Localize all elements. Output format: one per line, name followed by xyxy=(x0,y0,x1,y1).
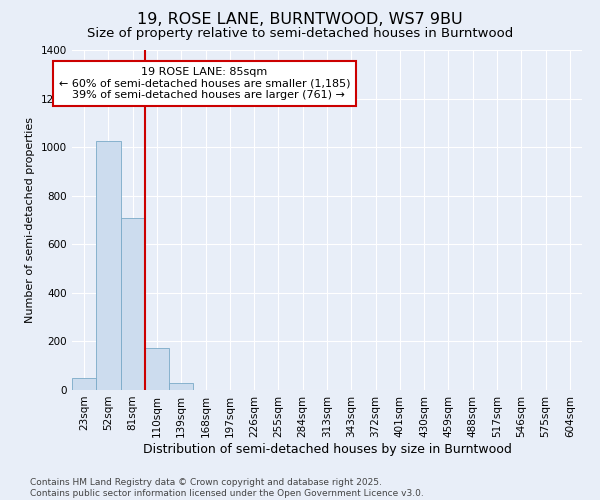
Bar xyxy=(121,218,145,390)
Text: Size of property relative to semi-detached houses in Burntwood: Size of property relative to semi-detach… xyxy=(87,28,513,40)
Text: 19, ROSE LANE, BURNTWOOD, WS7 9BU: 19, ROSE LANE, BURNTWOOD, WS7 9BU xyxy=(137,12,463,28)
Bar xyxy=(72,378,96,390)
Bar xyxy=(169,382,193,390)
Y-axis label: Number of semi-detached properties: Number of semi-detached properties xyxy=(25,117,35,323)
Bar xyxy=(96,141,121,390)
Bar xyxy=(145,348,169,390)
Text: Contains HM Land Registry data © Crown copyright and database right 2025.
Contai: Contains HM Land Registry data © Crown c… xyxy=(30,478,424,498)
Text: 19 ROSE LANE: 85sqm
← 60% of semi-detached houses are smaller (1,185)
  39% of s: 19 ROSE LANE: 85sqm ← 60% of semi-detach… xyxy=(59,67,350,100)
X-axis label: Distribution of semi-detached houses by size in Burntwood: Distribution of semi-detached houses by … xyxy=(143,442,511,456)
